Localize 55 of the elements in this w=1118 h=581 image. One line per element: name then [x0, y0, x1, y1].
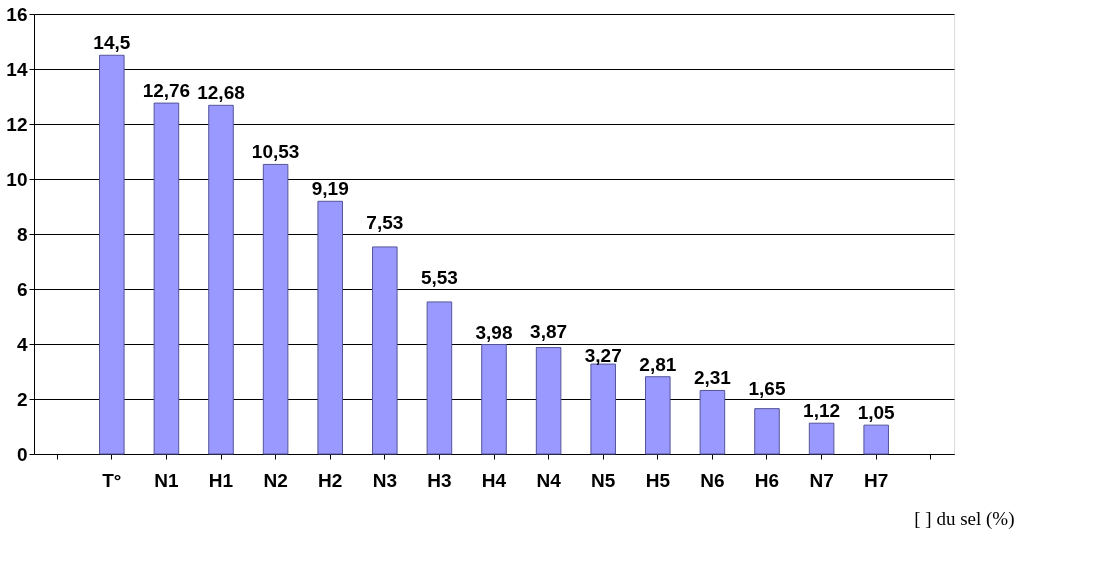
y-tick-label: 16 [6, 3, 28, 25]
y-tick-label: 10 [6, 168, 28, 190]
bar [699, 389, 726, 455]
data-label: 7,53 [366, 211, 404, 233]
bar [590, 363, 616, 455]
data-label: 12,76 [142, 80, 191, 102]
data-label: 1,05 [857, 402, 896, 424]
data-label: 14,5 [93, 32, 131, 54]
y-tick-label: 8 [16, 223, 28, 245]
bar [645, 376, 671, 455]
data-label: 3,98 [475, 321, 513, 343]
data-label: 1,65 [748, 377, 786, 399]
data-label: 9,19 [311, 178, 349, 200]
bar [317, 200, 343, 455]
bar [153, 102, 180, 455]
data-label: 12,68 [197, 82, 245, 104]
y-tick-label: 6 [16, 278, 28, 300]
x-tick-label: N3 [372, 469, 397, 491]
y-tick-label: 14 [6, 58, 28, 80]
x-tick-label: N7 [809, 469, 834, 491]
x-tick-label: N2 [263, 469, 288, 491]
x-tick-label: H6 [754, 469, 780, 491]
bar [535, 347, 562, 455]
x-tick-label: N5 [591, 469, 616, 491]
data-label: 3,87 [530, 320, 568, 342]
x-tick-label: N1 [154, 469, 179, 491]
bar [808, 422, 835, 455]
data-label: 2,31 [693, 367, 732, 389]
bar [754, 408, 780, 455]
data-label: 2,81 [639, 353, 677, 375]
x-tick-label: H4 [481, 469, 507, 491]
x-tick-label: N4 [536, 469, 562, 491]
x-tick-label: H7 [864, 469, 889, 491]
x-tick-label: H1 [208, 469, 234, 491]
bar [262, 163, 289, 455]
bar [481, 344, 507, 455]
x-tick-label: H3 [427, 469, 452, 491]
x-axis-title: [ ] du sel (%) [914, 507, 1015, 530]
data-label: 5,53 [420, 266, 458, 288]
bar [426, 301, 453, 455]
bar [372, 246, 398, 455]
x-tick-label: H2 [318, 469, 343, 491]
data-label: 10,53 [251, 141, 300, 163]
bar [863, 424, 889, 455]
x-tick-label: H5 [645, 469, 671, 491]
y-tick-label: 4 [16, 333, 28, 355]
bar [208, 104, 234, 455]
y-tick-label: 0 [16, 443, 28, 465]
y-tick-label: 12 [6, 113, 28, 135]
data-label: 3,27 [584, 345, 622, 367]
x-tick-label: T° [102, 469, 122, 491]
x-tick-label: N6 [700, 469, 725, 491]
y-tick-label: 2 [16, 388, 28, 410]
bar [99, 54, 125, 455]
data-label: 1,12 [803, 400, 841, 422]
